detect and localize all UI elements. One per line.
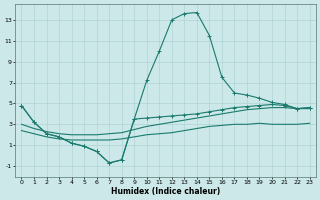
X-axis label: Humidex (Indice chaleur): Humidex (Indice chaleur) bbox=[111, 187, 220, 196]
